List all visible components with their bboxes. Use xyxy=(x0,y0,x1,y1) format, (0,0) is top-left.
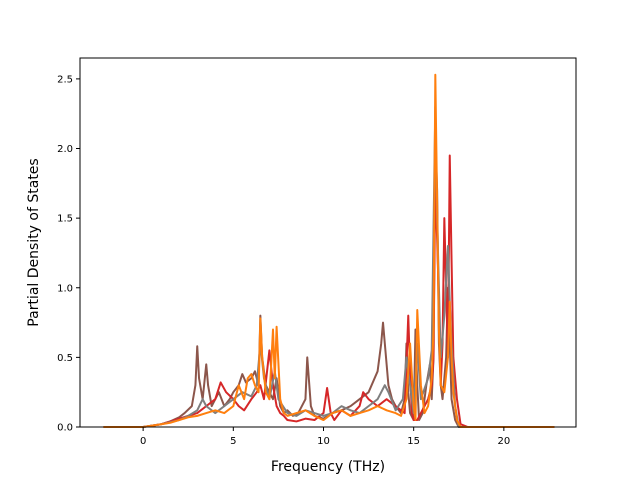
x-tick-label: 20 xyxy=(497,436,510,447)
x-axis-label: Frequency (THz) xyxy=(271,459,385,475)
x-tick-label: 5 xyxy=(230,436,236,447)
y-tick-label: 2.5 xyxy=(57,74,73,85)
y-tick-label: 0.0 xyxy=(57,423,73,434)
y-tick-label: 1.5 xyxy=(57,214,73,225)
axes-frame xyxy=(79,57,577,428)
x-tick-label: 0 xyxy=(140,436,146,447)
series-line-3 xyxy=(103,73,555,428)
y-ticks: 0.0 0.5 1.0 1.5 2.0 2.5 xyxy=(57,74,80,434)
x-ticks: 0 5 10 15 20 xyxy=(140,427,510,447)
plot-area xyxy=(103,73,555,428)
series-layer xyxy=(103,73,555,428)
y-tick-label: 2.0 xyxy=(57,144,73,155)
y-axis-label: Partial Density of States xyxy=(26,158,42,326)
y-tick-label: 0.5 xyxy=(57,353,73,364)
x-tick-label: 10 xyxy=(317,436,330,447)
y-tick-label: 1.0 xyxy=(57,283,73,294)
x-tick-label: 15 xyxy=(407,436,420,447)
